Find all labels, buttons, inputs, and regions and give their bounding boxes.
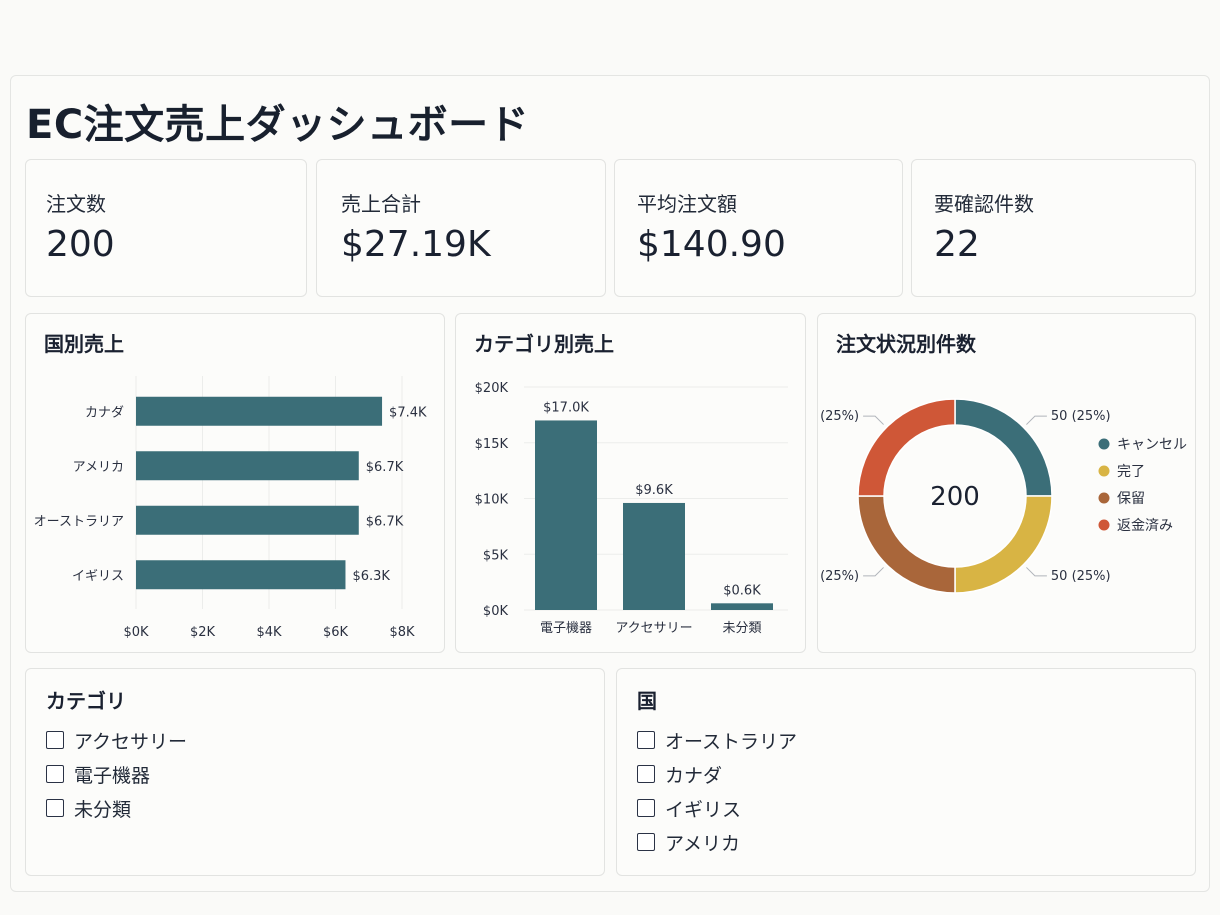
x-tick-label: $6K bbox=[323, 625, 349, 640]
data-label: $0.6K bbox=[723, 583, 761, 598]
checkbox[interactable] bbox=[46, 765, 64, 783]
data-label: $6.3K bbox=[352, 569, 390, 584]
filter-option-label: アメリカ bbox=[665, 832, 741, 855]
legend-swatch bbox=[1098, 465, 1110, 477]
data-label: 50 (25%) bbox=[1051, 409, 1111, 424]
y-tick-label: アメリカ bbox=[73, 460, 124, 475]
kpi-value: $27.19K bbox=[341, 224, 491, 265]
filter-option-label: 未分類 bbox=[74, 798, 132, 821]
checkbox[interactable] bbox=[46, 799, 64, 817]
x-tick-label: 電子機器 bbox=[540, 621, 592, 636]
chart-title: 注文状況別件数 bbox=[836, 332, 976, 356]
filter-option[interactable]: オーストラリア bbox=[637, 723, 797, 757]
filter-option[interactable]: カナダ bbox=[637, 757, 797, 791]
checkbox[interactable] bbox=[46, 731, 64, 749]
kpi-card-total-sales: 売上合計 $27.19K bbox=[316, 159, 606, 297]
filter-option-label: 電子機器 bbox=[74, 764, 151, 787]
y-tick-label: $10K bbox=[475, 493, 509, 508]
filter-option-label: オーストラリア bbox=[665, 730, 798, 753]
y-tick-label: $5K bbox=[483, 548, 509, 563]
filter-option[interactable]: 電子機器 bbox=[46, 757, 187, 791]
filter-option[interactable]: イギリス bbox=[637, 791, 797, 825]
y-tick-label: $20K bbox=[475, 381, 509, 396]
kpi-value: 22 bbox=[934, 224, 980, 265]
donut-slice bbox=[857, 398, 956, 497]
category-filter-list: アクセサリー 電子機器未分類 bbox=[46, 723, 187, 825]
bar bbox=[535, 420, 597, 610]
bar bbox=[136, 505, 359, 535]
kpi-label: 売上合計 bbox=[341, 192, 421, 216]
data-label: $6.7K bbox=[366, 514, 404, 529]
y-tick-label: $15K bbox=[475, 437, 509, 452]
data-label: 50 (25%) bbox=[818, 569, 859, 584]
kpi-card-needs-review: 要確認件数 22 bbox=[911, 159, 1196, 297]
order-status-panel: 注文状況別件数 50 (25%)50 (25%)50 (25%)50 (25%)… bbox=[817, 313, 1196, 653]
leader-line bbox=[863, 415, 884, 425]
legend-label: 返金済み bbox=[1117, 518, 1173, 534]
donut-center-label: 200 bbox=[930, 482, 980, 512]
legend-label: 完了 bbox=[1117, 464, 1145, 480]
checkbox[interactable] bbox=[637, 731, 655, 749]
x-tick-label: 未分類 bbox=[722, 621, 761, 636]
data-label: $9.6K bbox=[635, 483, 673, 498]
y-tick-label: $0K bbox=[483, 604, 509, 619]
data-label: $6.7K bbox=[366, 460, 404, 475]
bar bbox=[136, 451, 359, 481]
kpi-label: 注文数 bbox=[46, 192, 106, 216]
country-filter-panel: 国 オーストラリア カナダイギリスアメリカ bbox=[616, 668, 1196, 876]
filter-option-label: イギリス bbox=[665, 798, 742, 821]
legend-label: キャンセル bbox=[1117, 437, 1187, 453]
kpi-label: 要確認件数 bbox=[934, 192, 1034, 216]
kpi-card-average-order: 平均注文額 $140.90 bbox=[614, 159, 903, 297]
leader-line bbox=[1026, 567, 1047, 577]
country-sales-panel: 国別売上 $0K $2K $4K $6K $8K カナダ $7.4K アメリカ $6.7K オース… bbox=[25, 313, 445, 653]
checkbox[interactable] bbox=[637, 833, 655, 851]
x-tick-label: $0K bbox=[123, 625, 149, 640]
kpi-value: 200 bbox=[46, 224, 115, 265]
y-tick-label: カナダ bbox=[85, 405, 124, 420]
filter-option-label: アクセサリー bbox=[74, 730, 188, 753]
category-sales-panel: カテゴリ別売上 $0K $5K $10K $15K $20K $17.0K 電子機器 $9.6… bbox=[455, 313, 806, 653]
legend-label: 保留 bbox=[1117, 491, 1145, 507]
filter-option[interactable]: アクセサリー bbox=[46, 723, 187, 757]
y-tick-label: イギリス bbox=[72, 569, 124, 584]
legend-swatch bbox=[1098, 519, 1110, 531]
bar bbox=[136, 396, 383, 426]
bar bbox=[711, 603, 773, 610]
x-tick-label: アクセサリー bbox=[615, 621, 692, 636]
leader-line bbox=[1026, 415, 1047, 425]
category-sales-chart: $0K $5K $10K $15K $20K $17.0K 電子機器 $9.6K アクセサリー $… bbox=[475, 381, 788, 636]
filter-option[interactable]: アメリカ bbox=[637, 825, 797, 859]
data-label: 50 (25%) bbox=[818, 409, 859, 424]
country-filter-list: オーストラリア カナダイギリスアメリカ bbox=[637, 723, 797, 859]
checkbox[interactable] bbox=[637, 765, 655, 783]
kpi-value: $140.90 bbox=[637, 224, 786, 265]
filter-title: 国 bbox=[637, 689, 657, 713]
x-tick-label: $8K bbox=[389, 625, 415, 640]
filter-title: カテゴリ bbox=[46, 689, 126, 713]
page-title: EC注文売上ダッシュボード bbox=[26, 102, 530, 148]
filter-option-label: カナダ bbox=[665, 764, 723, 787]
x-tick-label: $2K bbox=[190, 625, 216, 640]
chart-title: 国別売上 bbox=[44, 332, 124, 356]
legend-swatch bbox=[1098, 438, 1110, 450]
checkbox[interactable] bbox=[637, 799, 655, 817]
order-status-chart: 50 (25%) 50 (25%) 50 (25%) 50 (25%) 200 キャンセル… bbox=[818, 398, 1187, 594]
x-tick-label: $4K bbox=[256, 625, 282, 640]
country-sales-chart: $0K $2K $4K $6K $8K カナダ $7.4K アメリカ $6.7K オーストラリア $… bbox=[34, 376, 427, 640]
leader-line bbox=[863, 567, 884, 577]
kpi-label: 平均注文額 bbox=[637, 192, 737, 216]
data-label: 50 (25%) bbox=[1051, 569, 1111, 584]
legend-swatch bbox=[1098, 492, 1110, 504]
bar bbox=[136, 560, 346, 590]
data-label: $7.4K bbox=[389, 405, 427, 420]
chart-title: カテゴリ別売上 bbox=[474, 332, 614, 356]
data-label: $17.0K bbox=[543, 400, 589, 415]
filter-option[interactable]: 未分類 bbox=[46, 791, 187, 825]
bar bbox=[623, 502, 685, 610]
kpi-card-orders: 注文数 200 bbox=[25, 159, 307, 297]
y-tick-label: オーストラリア bbox=[34, 514, 124, 529]
category-filter-panel: カテゴリ アクセサリー 電子機器未分類 bbox=[25, 668, 605, 876]
